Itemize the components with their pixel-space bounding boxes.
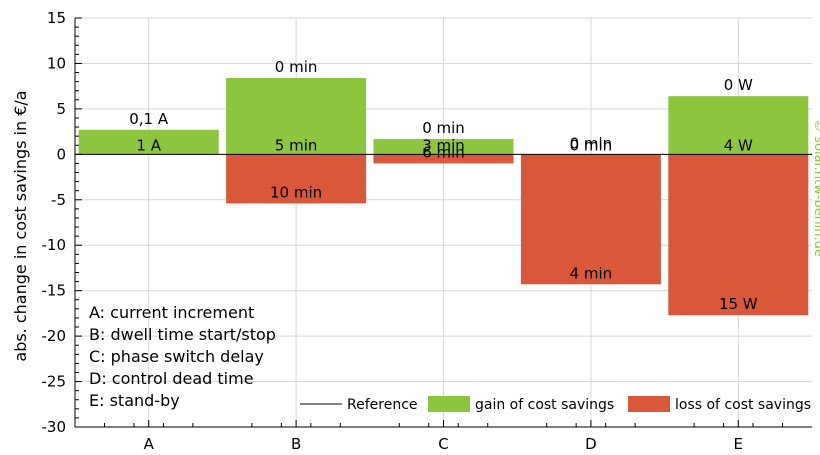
x-tick-label-C: C bbox=[438, 435, 448, 453]
y-axis-label: abs. change in cost savings in €/a bbox=[11, 90, 30, 361]
category-notes: A: current increment B: dwell time start/… bbox=[89, 303, 276, 410]
loss-bar-B bbox=[226, 154, 367, 204]
loss-label-B: 10 min bbox=[270, 183, 322, 201]
baseline-label-E: 4 W bbox=[724, 136, 753, 154]
y-tick-label: -5 bbox=[51, 191, 66, 209]
note-item: A: current increment bbox=[89, 303, 254, 322]
tick-labels: 15 10 5 0 -5 -10 -15 -20 -25 -30 A B C D E bbox=[42, 9, 744, 453]
axes bbox=[74, 17, 812, 428]
x-tick-label-D: D bbox=[585, 435, 597, 453]
legend-gain-label: gain of cost savings bbox=[475, 397, 614, 413]
gain-label-B: 0 min bbox=[275, 58, 318, 76]
gain-bar-B bbox=[226, 77, 367, 155]
watermark: © solar.htw-berlin.de bbox=[811, 119, 820, 257]
y-tick-label: 5 bbox=[56, 100, 66, 118]
y-tick-label: -20 bbox=[42, 327, 67, 345]
y-tick-label: 15 bbox=[47, 9, 66, 27]
loss-label-C: 6 min bbox=[422, 143, 465, 161]
loss-label-A: 1 A bbox=[136, 136, 161, 154]
note-item: E: stand-by bbox=[89, 391, 180, 410]
x-tick-label-A: A bbox=[144, 435, 155, 453]
baseline-label-B: 5 min bbox=[275, 136, 318, 154]
gain-bar-C bbox=[373, 138, 514, 155]
y-tick-label: -30 bbox=[42, 418, 67, 436]
gain-bar-A bbox=[78, 129, 219, 155]
note-item: D: control dead time bbox=[89, 369, 254, 388]
loss-label-D: 4 min bbox=[570, 264, 613, 282]
legend-loss-label: loss of cost savings bbox=[675, 397, 811, 413]
gain-bar-E bbox=[668, 96, 809, 155]
legend-loss-swatch bbox=[628, 396, 670, 412]
x-tick-label-B: B bbox=[291, 435, 301, 453]
baseline-label-D: 0 min bbox=[570, 136, 613, 154]
loss-bar-E bbox=[668, 154, 809, 316]
loss-label-E: 15 W bbox=[719, 295, 758, 313]
gain-label-C: 0 min bbox=[422, 119, 465, 137]
bars bbox=[78, 77, 809, 316]
loss-bar-D bbox=[520, 154, 661, 285]
loss-bar-C bbox=[373, 154, 514, 164]
legend: Reference gain of cost savings loss of cos… bbox=[300, 396, 811, 413]
y-tick-label: -10 bbox=[42, 236, 67, 254]
y-tick-label: -15 bbox=[42, 282, 67, 300]
baseline-label-C: 3 min bbox=[422, 136, 465, 154]
x-tick-label-E: E bbox=[734, 435, 743, 453]
legend-gain-swatch bbox=[428, 396, 470, 412]
legend-reference-label: Reference bbox=[347, 397, 418, 413]
note-item: B: dwell time start/stop bbox=[89, 325, 276, 344]
y-tick-label: 10 bbox=[47, 54, 66, 72]
gain-label-A: 0,1 A bbox=[129, 110, 169, 128]
y-tick-label: 0 bbox=[56, 145, 66, 163]
note-item: C: phase switch delay bbox=[89, 347, 264, 366]
gain-label-D: 0 min bbox=[570, 134, 613, 152]
gain-label-E: 0 W bbox=[724, 76, 753, 94]
y-tick-label: -25 bbox=[42, 373, 67, 391]
